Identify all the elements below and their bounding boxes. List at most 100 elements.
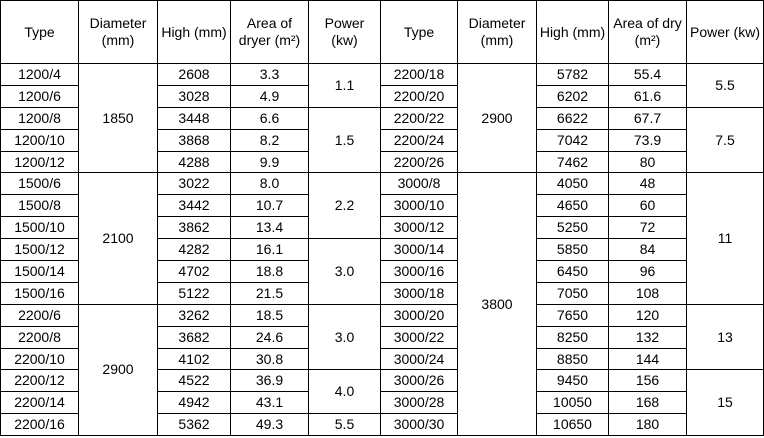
table-cell: 73.9 — [608, 128, 687, 152]
table-cell: 7042 — [536, 128, 609, 152]
table-cell: 3.3 — [230, 63, 309, 86]
table-cell: 4102 — [157, 347, 231, 371]
table-row: 2200/8 3682 24.6 3000/22 8250 132 — [0, 325, 764, 349]
table-cell: 6450 — [536, 260, 609, 283]
table-cell: 15 — [686, 369, 764, 437]
table-cell: 3.0 — [308, 303, 381, 371]
table-cell: 5782 — [536, 63, 609, 86]
table-cell: 9450 — [536, 369, 609, 393]
table-cell: 2200/10 — [0, 347, 79, 371]
table-row: 1200/6 3028 4.9 2200/20 6202 61.6 — [0, 84, 764, 108]
table-cell: 2900 — [78, 303, 158, 437]
table-row: 1500/6 2100 3022 8.0 2.2 3000/8 3800 4050 48 11 — [0, 172, 764, 437]
header-cell: Area of dry (m²) — [608, 0, 687, 64]
table-cell: 4.0 — [308, 369, 381, 415]
header-cell: Area of dryer (m²) — [230, 0, 309, 64]
table-cell: 3000/12 — [380, 216, 458, 240]
table-cell: 80 — [608, 150, 687, 174]
table-cell: 1200/8 — [0, 106, 79, 130]
table-cell: 6202 — [536, 84, 609, 108]
table-cell: 48 — [608, 172, 687, 196]
table-cell: 3862 — [157, 216, 231, 240]
table-cell: 67.7 — [608, 106, 687, 130]
table-cell: 4650 — [536, 194, 609, 218]
table-row: 2200/10 4102 30.8 3000/24 8850 144 — [0, 347, 764, 371]
table-cell: 5.5 — [686, 63, 764, 108]
table-cell: 7462 — [536, 150, 609, 174]
table-cell: 9.9 — [230, 150, 309, 174]
table-cell: 55.4 — [608, 63, 687, 86]
table-cell: 132 — [608, 325, 687, 349]
table-row: 2200/16 5362 49.3 5.5 3000/30 10650 180 — [0, 413, 764, 437]
table-cell: 4702 — [157, 260, 231, 283]
table-cell: 30.8 — [230, 347, 309, 371]
table-cell: 2200/6 — [0, 303, 79, 327]
table-cell: 13.4 — [230, 216, 309, 240]
table-cell: 21.5 — [230, 281, 309, 305]
table-cell: 10650 — [536, 413, 609, 437]
table-cell: 180 — [608, 413, 687, 437]
table-cell: 7050 — [536, 281, 609, 305]
table-cell: 5250 — [536, 216, 609, 240]
table-cell: 72 — [608, 216, 687, 240]
table-cell: 3448 — [157, 106, 231, 130]
table-cell: 1500/6 — [0, 172, 79, 196]
table-cell: 1.5 — [308, 106, 381, 174]
table-cell: 6.6 — [230, 106, 309, 130]
table-cell: 10050 — [536, 391, 609, 415]
table-cell: 3000/14 — [380, 238, 458, 262]
table-cell: 1200/6 — [0, 84, 79, 108]
table-cell: 2200/22 — [380, 106, 458, 130]
table-cell: 2608 — [157, 63, 231, 86]
table-cell: 3000/26 — [380, 369, 458, 393]
header-cell: High (mm) — [157, 0, 231, 64]
table-cell: 1200/10 — [0, 128, 79, 152]
table-row: 2200/14 4942 43.1 3000/28 10050 168 — [0, 391, 764, 415]
table-cell: 3868 — [157, 128, 231, 152]
table-cell: 1200/4 — [0, 63, 79, 86]
table-cell: 84 — [608, 238, 687, 262]
table-cell: 3800 — [457, 172, 537, 437]
table-cell: 2.2 — [308, 172, 381, 240]
table-cell: 3000/10 — [380, 194, 458, 218]
table-cell: 4050 — [536, 172, 609, 196]
table-cell: 3.0 — [308, 238, 381, 305]
table-cell: 3028 — [157, 84, 231, 108]
table-cell: 96 — [608, 260, 687, 283]
table-cell: 8250 — [536, 325, 609, 349]
table-cell: 156 — [608, 369, 687, 393]
table-cell: 43.1 — [230, 391, 309, 415]
table-cell: 3000/30 — [380, 413, 458, 437]
table-cell: 18.8 — [230, 260, 309, 283]
table-cell: 2200/24 — [380, 128, 458, 152]
table-row: 2200/12 4522 36.9 4.0 3000/26 9450 156 15 — [0, 369, 764, 437]
table-row: 1500/16 5122 21.5 3000/18 7050 108 — [0, 281, 764, 305]
table-row: 1200/12 4288 9.9 2200/26 7462 80 — [0, 150, 764, 174]
header-row: Type Diameter (mm) High (mm) Area of dryer … — [0, 0, 764, 64]
table-cell: 1500/10 — [0, 216, 79, 240]
table-cell: 61.6 — [608, 84, 687, 108]
table-cell: 3000/22 — [380, 325, 458, 349]
table-cell: 1500/12 — [0, 238, 79, 262]
table-row: 1500/10 3862 13.4 3000/12 5250 72 — [0, 216, 764, 240]
table-cell: 13 — [686, 303, 764, 371]
table-row: 1200/10 3868 8.2 2200/24 7042 73.9 — [0, 128, 764, 152]
table-cell: 4288 — [157, 150, 231, 174]
table-cell: 10.7 — [230, 194, 309, 218]
table-cell: 120 — [608, 303, 687, 327]
table-cell: 6622 — [536, 106, 609, 130]
header-cell: Diameter (mm) — [457, 0, 537, 64]
table-cell: 144 — [608, 347, 687, 371]
table-cell: 5362 — [157, 413, 231, 437]
table-cell: 8850 — [536, 347, 609, 371]
table-cell: 2200/16 — [0, 413, 79, 437]
table-cell: 2200/26 — [380, 150, 458, 174]
table-cell: 7.5 — [686, 106, 764, 174]
table-cell: 4942 — [157, 391, 231, 415]
table-row: 1200/4 1850 2608 3.3 1.1 2200/18 2900 5782 55.4 5… — [0, 62, 764, 174]
table-cell: 3262 — [157, 303, 231, 327]
table-cell: 4522 — [157, 369, 231, 393]
table-cell: 1200/12 — [0, 150, 79, 174]
